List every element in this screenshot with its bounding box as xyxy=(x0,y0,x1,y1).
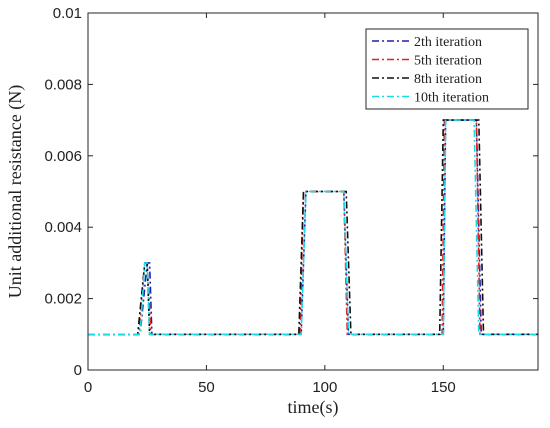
legend: 2th iteration 5th iteration 8th iteration 1… xyxy=(365,28,529,110)
x-tick-label: 50 xyxy=(198,379,215,396)
y-tick-label: 0.01 xyxy=(53,5,82,22)
axes-box xyxy=(87,12,539,371)
legend-label-4: 10th iteration xyxy=(414,91,489,106)
y-axis-label: Unit additional resistance (N) xyxy=(5,85,26,298)
series-line-4 xyxy=(88,119,538,336)
x-tick-label: 0 xyxy=(84,379,92,396)
axes: 0 50 100 150 0 0.002 0.004 0.006 0.008 0.01 xyxy=(44,5,539,396)
x-axis-label: time(s) xyxy=(288,397,339,418)
x-tick-label: 150 xyxy=(431,379,456,396)
legend-box xyxy=(365,28,529,110)
y-tick-label: 0 xyxy=(74,362,82,379)
y-tick-label: 0.006 xyxy=(44,148,82,165)
legend-label-3: 8th iteration xyxy=(414,72,482,87)
y-tick-label: 0.002 xyxy=(44,291,82,308)
plot-area xyxy=(88,119,538,336)
legend-label-1: 2th iteration xyxy=(414,35,482,50)
x-tick-label: 100 xyxy=(312,379,337,396)
y-tick-label: 0.008 xyxy=(44,76,82,93)
legend-label-2: 5th iteration xyxy=(414,54,482,69)
y-tick-label: 0.004 xyxy=(44,219,82,236)
